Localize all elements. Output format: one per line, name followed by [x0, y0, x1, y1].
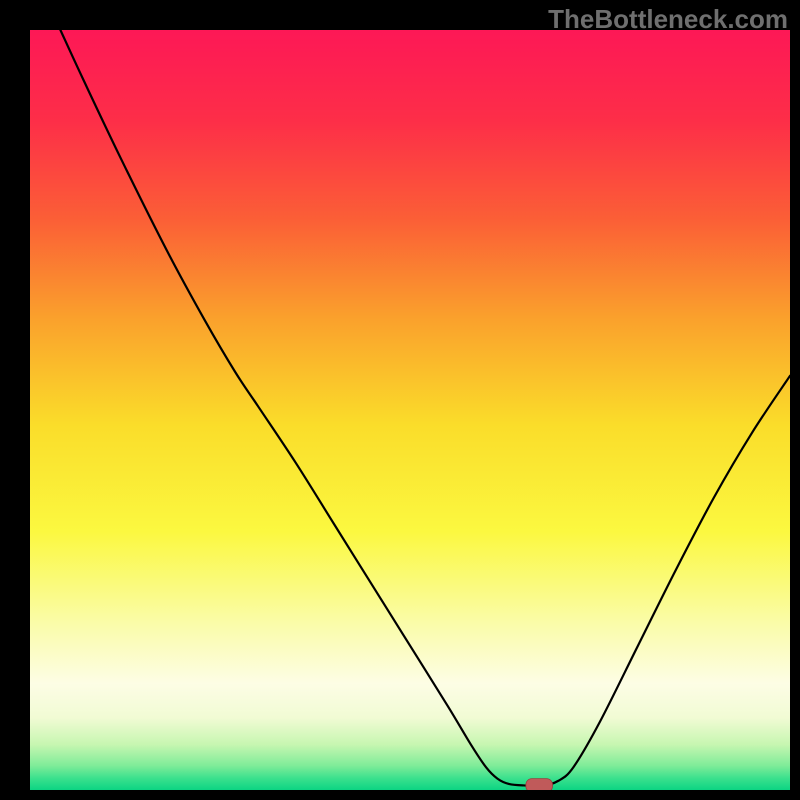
gradient-background	[30, 30, 790, 790]
watermark-text: TheBottleneck.com	[548, 4, 788, 35]
frame-right	[790, 0, 800, 800]
bottleneck-chart	[0, 0, 800, 800]
frame-bottom	[0, 790, 800, 800]
